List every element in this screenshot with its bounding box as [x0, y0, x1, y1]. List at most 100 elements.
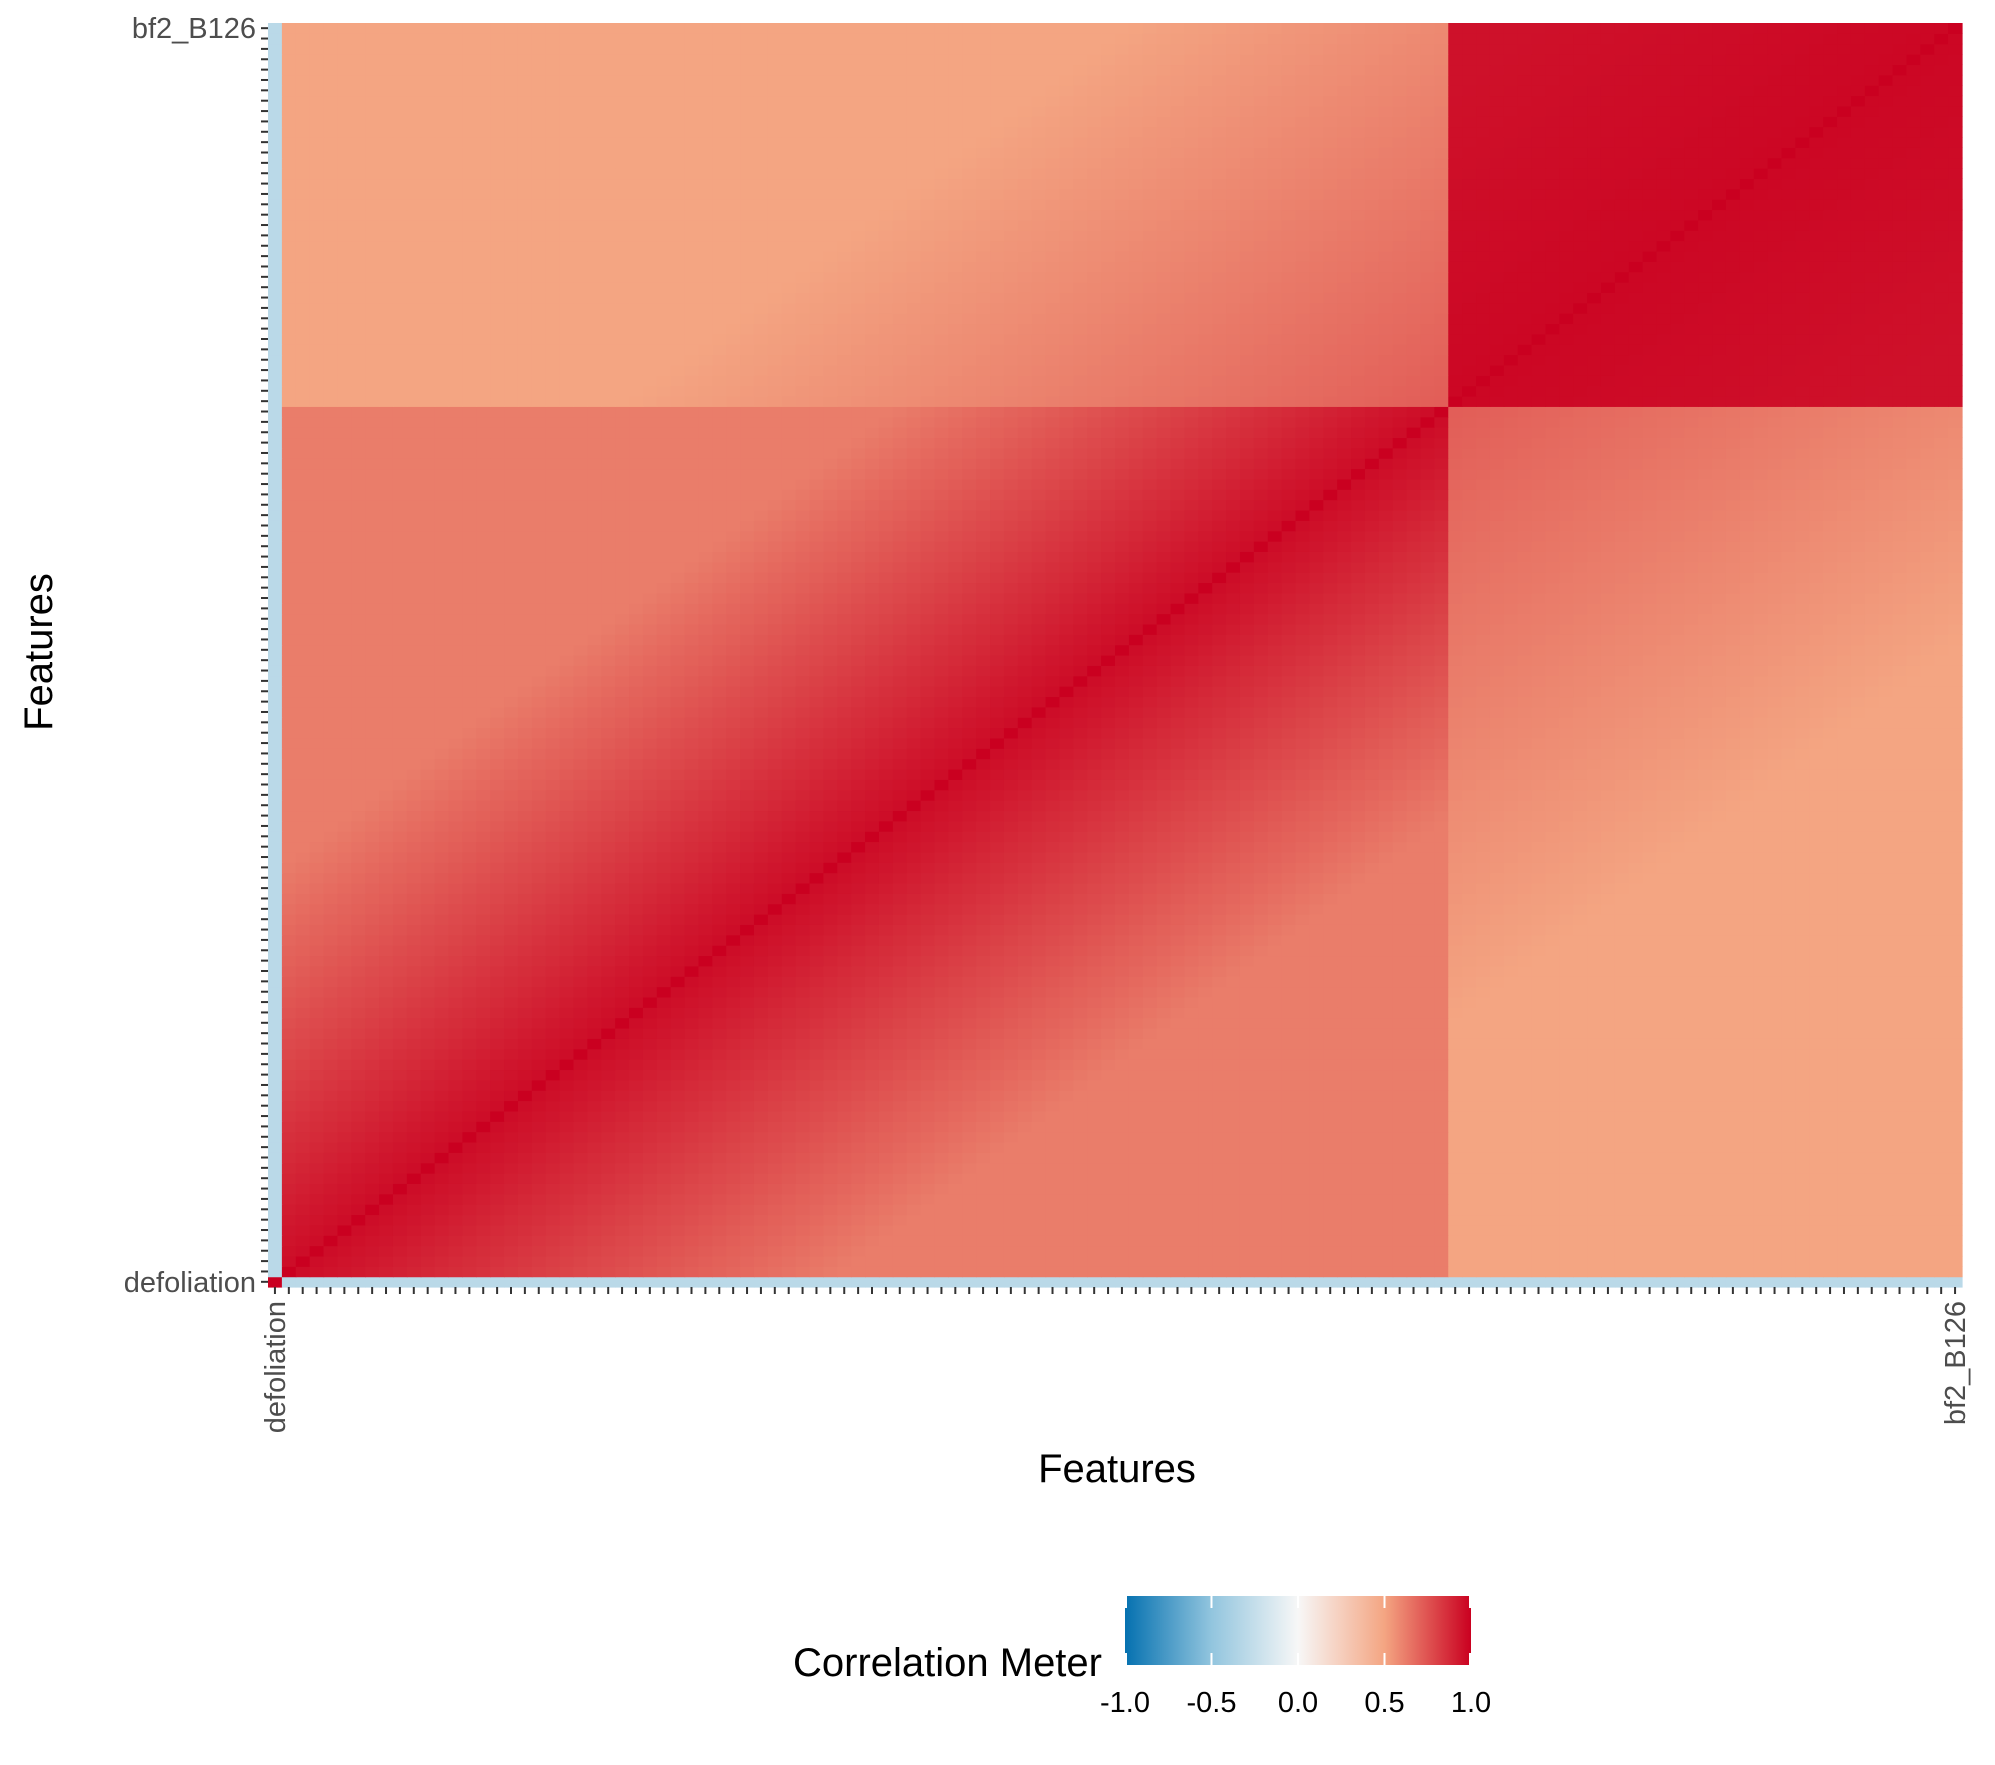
- heatmap-cell: [1045, 986, 1061, 998]
- heatmap-cell: [892, 1173, 908, 1184]
- heatmap-cell: [753, 986, 769, 998]
- heatmap-cell: [1670, 1027, 1685, 1039]
- heatmap-cell: [740, 862, 755, 874]
- heatmap-cell: [1753, 924, 1769, 936]
- heatmap-cell: [1462, 976, 1477, 988]
- heatmap-cell: [1712, 1193, 1727, 1205]
- heatmap-cell: [753, 1162, 769, 1174]
- heatmap-cell: [962, 1007, 977, 1019]
- heatmap-cell: [767, 1173, 783, 1184]
- heatmap-cell: [1948, 934, 1963, 946]
- heatmap-cell: [1587, 965, 1602, 977]
- heatmap-cell: [920, 1059, 936, 1071]
- heatmap-cell: [795, 1121, 811, 1133]
- heatmap-cell: [878, 1224, 894, 1236]
- heatmap-cell: [1739, 955, 1755, 967]
- heatmap-cell: [392, 1173, 408, 1184]
- heatmap-cell: [295, 1162, 311, 1174]
- heatmap-cell: [615, 1027, 630, 1039]
- heatmap-cell: [587, 862, 602, 874]
- heatmap-cell: [587, 1255, 602, 1267]
- heatmap-cell: [1670, 1059, 1685, 1071]
- heatmap-cell: [1003, 1255, 1019, 1267]
- heatmap-cell: [1712, 1214, 1727, 1226]
- heatmap-cell: [990, 1027, 1005, 1039]
- heatmap-cell: [1517, 1100, 1533, 1112]
- heatmap-cell: [1753, 1224, 1769, 1236]
- heatmap-cell: [1448, 1204, 1463, 1216]
- heatmap-cell: [1239, 1131, 1255, 1143]
- heatmap-cell: [1850, 1224, 1866, 1236]
- heatmap-cell: [1115, 965, 1130, 977]
- heatmap-cell: [268, 1173, 283, 1184]
- heatmap-cell: [1559, 1079, 1574, 1091]
- heatmap-cell: [1003, 893, 1019, 905]
- heatmap-cell: [1142, 1007, 1158, 1019]
- heatmap-cell: [323, 986, 339, 998]
- heatmap-cell: [1795, 1027, 1810, 1039]
- heatmap-cell: [1115, 996, 1130, 1008]
- heatmap-cell: [1462, 1266, 1477, 1278]
- heatmap-cell: [1531, 986, 1547, 998]
- heatmap-cell: [490, 965, 505, 977]
- heatmap-cell: [726, 955, 741, 967]
- heatmap-cell: [1670, 1079, 1685, 1091]
- heatmap-cell: [1906, 1214, 1921, 1226]
- heatmap-cell: [462, 1100, 477, 1112]
- heatmap-cell: [1378, 986, 1394, 998]
- heatmap-cell: [1323, 1255, 1338, 1267]
- heatmap-cell: [1864, 1183, 1880, 1195]
- heatmap-cell: [795, 872, 811, 884]
- heatmap-cell: [1253, 1110, 1269, 1122]
- heatmap-cell: [1378, 976, 1394, 988]
- heatmap-cell: [629, 893, 644, 905]
- heatmap-cell: [1309, 1224, 1324, 1236]
- heatmap-cell: [434, 1266, 450, 1278]
- heatmap-cell: [1337, 934, 1352, 946]
- heatmap-cell: [1337, 1069, 1352, 1081]
- heatmap-cell: [392, 903, 408, 915]
- heatmap-cell: [448, 1100, 463, 1112]
- heatmap-cell: [1059, 1121, 1074, 1133]
- heatmap-cell: [1489, 1266, 1505, 1278]
- heatmap-cell: [406, 1121, 422, 1133]
- heatmap-cell: [1184, 1059, 1199, 1071]
- heatmap-cell: [1198, 976, 1213, 988]
- heatmap-cell: [1267, 1100, 1283, 1112]
- heatmap-cell: [434, 1110, 450, 1122]
- heatmap-cell: [1587, 1017, 1602, 1029]
- heatmap-cell: [962, 893, 977, 905]
- heatmap-cell: [1698, 1110, 1713, 1122]
- heatmap-cell: [698, 882, 713, 894]
- heatmap-cell: [948, 1131, 963, 1143]
- heatmap-cell: [1837, 1193, 1852, 1205]
- heatmap-cell: [1448, 1193, 1463, 1205]
- heatmap-cell: [406, 924, 422, 936]
- heatmap-cell: [1559, 1100, 1574, 1112]
- heatmap-cell: [1434, 1017, 1449, 1029]
- heatmap-cell: [1059, 893, 1074, 905]
- heatmap-cell: [823, 945, 838, 957]
- heatmap-cell: [448, 1173, 463, 1184]
- heatmap-cell: [1309, 882, 1324, 894]
- heatmap-cell: [1920, 1193, 1935, 1205]
- heatmap-cell: [1517, 1007, 1533, 1019]
- heatmap-cell: [295, 955, 311, 967]
- heatmap-cell: [1156, 882, 1172, 894]
- heatmap-cell: [767, 1266, 783, 1278]
- heatmap-cell: [1337, 1183, 1352, 1195]
- heatmap-cell: [1378, 1038, 1394, 1050]
- heatmap-cell: [823, 1048, 838, 1060]
- heatmap-cell: [1545, 1121, 1560, 1133]
- heatmap-cell: [865, 1235, 880, 1247]
- heatmap-cell: [1531, 1141, 1547, 1153]
- heatmap-cell: [1309, 914, 1324, 925]
- heatmap-cell: [1628, 1193, 1644, 1205]
- heatmap-cell: [1809, 903, 1824, 915]
- heatmap-cell: [1045, 1255, 1061, 1267]
- heatmap-cell: [476, 914, 491, 925]
- heatmap-cell: [1476, 1255, 1491, 1267]
- heatmap-cell: [823, 1224, 838, 1236]
- heatmap-cell: [1170, 872, 1186, 884]
- heatmap-cell: [823, 965, 838, 977]
